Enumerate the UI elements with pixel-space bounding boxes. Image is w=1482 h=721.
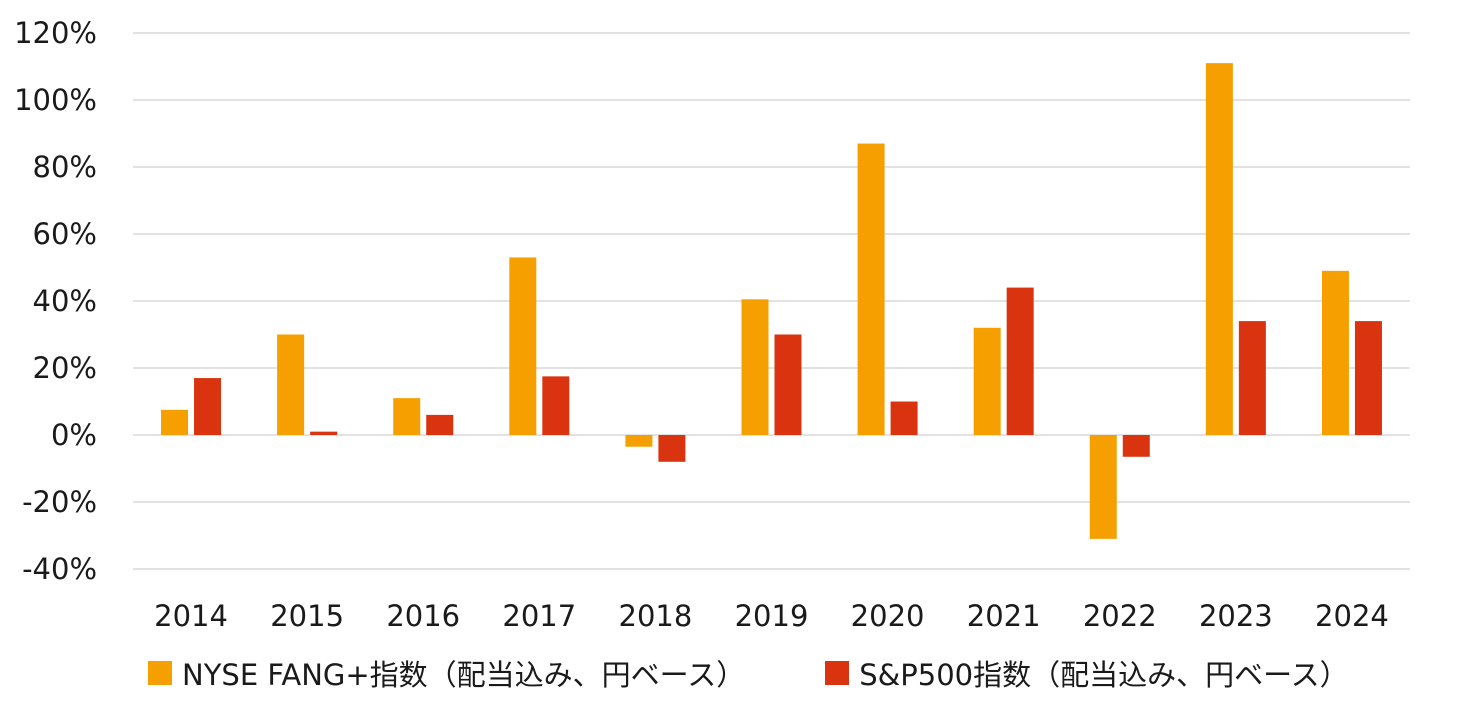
x-tick-label: 2020 bbox=[851, 599, 925, 633]
x-tick-label: 2022 bbox=[1083, 599, 1157, 633]
y-tick-label: -20% bbox=[22, 485, 97, 519]
bar-fang-2014 bbox=[161, 409, 189, 435]
x-tick-label: 2018 bbox=[619, 599, 693, 633]
bar-fang-2018 bbox=[625, 435, 653, 447]
legend-swatch-sp500 bbox=[825, 661, 850, 685]
bar-sp500-2015 bbox=[310, 431, 338, 435]
bar-fang-2021 bbox=[973, 327, 1001, 435]
y-tick-label: 0% bbox=[51, 418, 97, 452]
bar-fang-2023 bbox=[1205, 63, 1233, 436]
bar-sp500-2017 bbox=[542, 376, 570, 435]
bar-sp500-2018 bbox=[658, 435, 686, 462]
x-tick-label: 2023 bbox=[1199, 599, 1273, 633]
legend-swatch-fang bbox=[148, 661, 172, 685]
bar-fang-2016 bbox=[393, 398, 421, 435]
x-tick-label: 2017 bbox=[502, 599, 576, 633]
x-tick-label: 2019 bbox=[735, 599, 809, 633]
bar-fang-2019 bbox=[741, 299, 769, 435]
legend: NYSE FANG+指数（配当込み、円ベース） S&P500指数（配当込み、円ベ… bbox=[148, 652, 1349, 694]
y-tick-label: 20% bbox=[33, 351, 97, 385]
bar-sp500-2024 bbox=[1354, 321, 1382, 435]
bar-sp500-2023 bbox=[1238, 321, 1266, 435]
bar-sp500-2020 bbox=[890, 401, 918, 435]
bars bbox=[161, 63, 1382, 539]
y-tick-label: 120% bbox=[14, 16, 97, 50]
y-tick-label: 100% bbox=[14, 83, 97, 117]
x-tick-label: 2021 bbox=[967, 599, 1041, 633]
y-tick-label: -40% bbox=[22, 552, 97, 586]
y-tick-label: 40% bbox=[33, 284, 97, 318]
y-axis-tick-labels: -40% -20% 0% 20% 40% 60% 80% 100% 120% bbox=[14, 16, 97, 586]
bar-sp500-2021 bbox=[1006, 287, 1034, 435]
bar-sp500-2016 bbox=[426, 414, 454, 435]
legend-item-sp500: S&P500指数（配当込み、円ベース） bbox=[825, 652, 1349, 694]
bar-fang-2017 bbox=[509, 257, 537, 435]
x-axis-tick-labels: 2014 2015 2016 2017 2018 2019 2020 2021 2022 2023… bbox=[154, 599, 1389, 633]
x-tick-label: 2024 bbox=[1315, 599, 1389, 633]
x-tick-label: 2014 bbox=[154, 599, 228, 633]
bar-fang-2015 bbox=[277, 334, 305, 435]
x-tick-label: 2016 bbox=[386, 599, 460, 633]
bar-chart: -40%-20%0%20%40%60%80%100%120% 2014 2015 2… bbox=[14, 16, 1410, 633]
gridlines bbox=[133, 32, 1410, 570]
legend-item-fang: NYSE FANG+指数（配当込み、円ベース） bbox=[148, 652, 745, 694]
legend-label-fang: NYSE FANG+指数（配当込み、円ベース） bbox=[182, 658, 746, 692]
y-tick-label: 60% bbox=[33, 217, 97, 251]
bar-fang-2024 bbox=[1321, 270, 1349, 435]
bar-fang-2020 bbox=[857, 143, 885, 436]
bar-fang-2022 bbox=[1089, 435, 1117, 539]
bar-sp500-2014 bbox=[194, 378, 222, 435]
bar-sp500-2022 bbox=[1122, 435, 1150, 457]
x-tick-label: 2015 bbox=[270, 599, 344, 633]
legend-label-sp500: S&P500指数（配当込み、円ベース） bbox=[859, 658, 1349, 692]
y-tick-label: 80% bbox=[33, 150, 97, 184]
bar-sp500-2019 bbox=[774, 334, 802, 435]
